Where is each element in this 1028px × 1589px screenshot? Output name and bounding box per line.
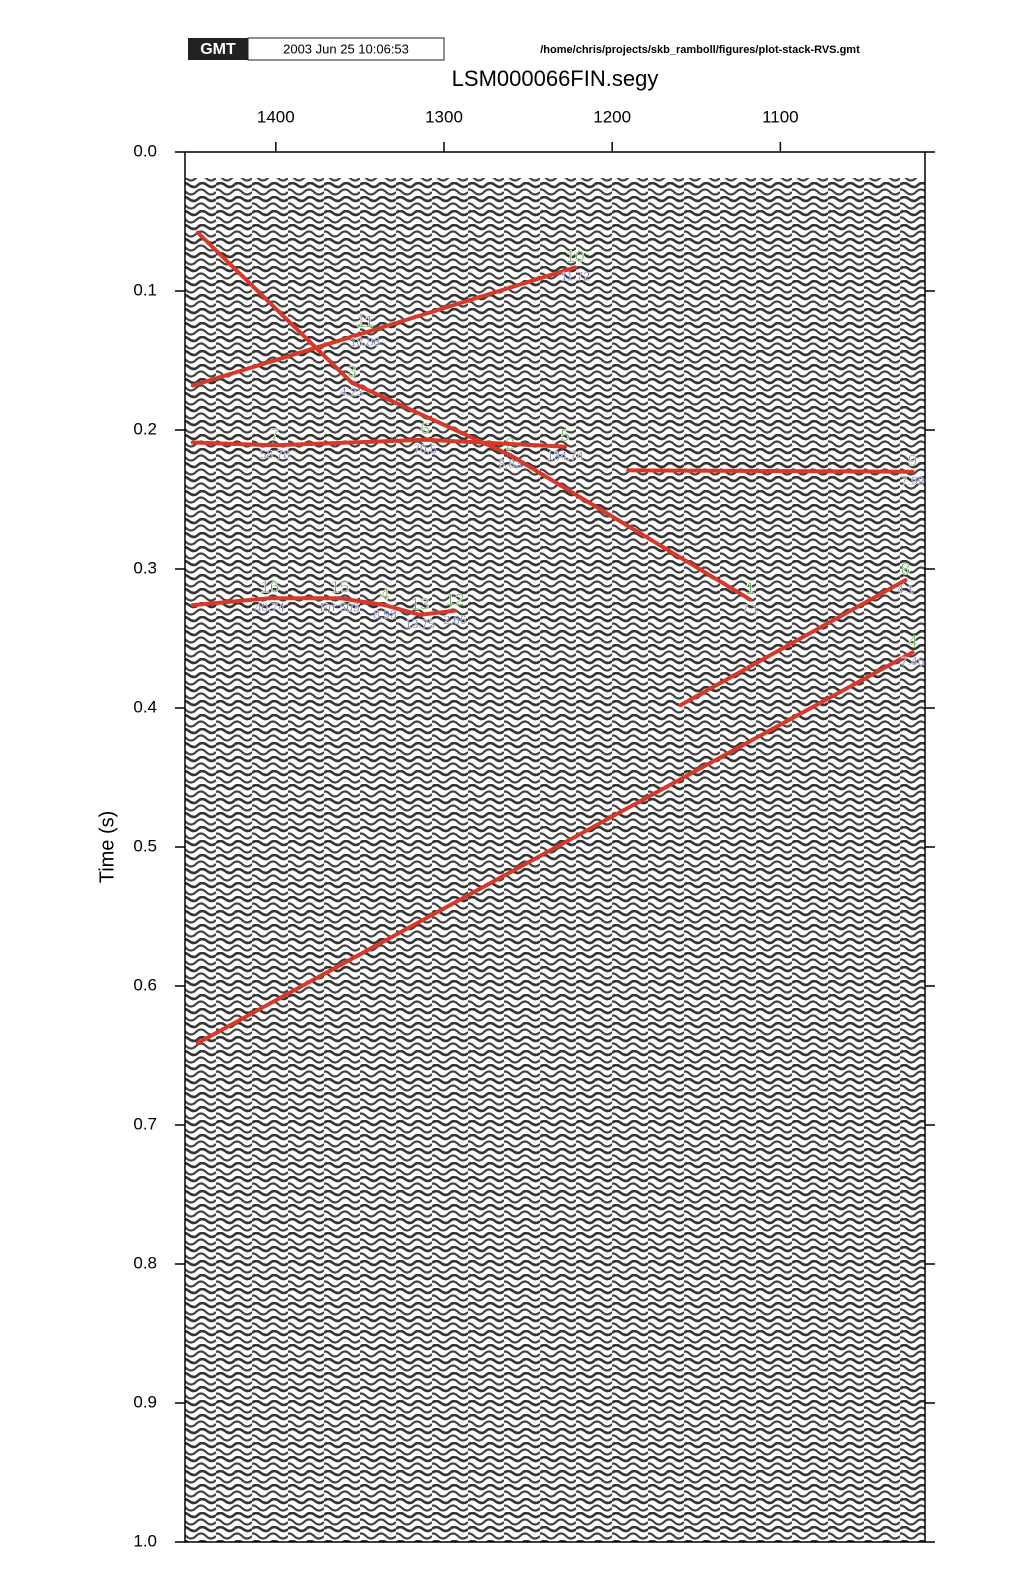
pick-label: 7: [270, 425, 279, 444]
chart-title: LSM000066FIN.segy: [452, 66, 659, 91]
pick-label: 15: [330, 578, 349, 597]
y-tick-label: 0.4: [133, 697, 157, 716]
y-tick-label: 0.3: [133, 558, 157, 577]
pick-line: [272, 437, 427, 448]
pick-line: [190, 330, 367, 388]
pick-label: 6: [420, 419, 429, 438]
pick-value: 7.1: [742, 602, 759, 616]
y-tick-label: 0.2: [133, 419, 157, 438]
y-tick-label: 0.8: [133, 1253, 157, 1272]
pick-value: 40.74: [255, 600, 285, 614]
pick-value: 7.99: [901, 474, 925, 488]
pick-line: [337, 596, 387, 608]
pick-value: 18.86: [350, 335, 380, 349]
y-axis-label: Time (s): [96, 811, 118, 884]
pick-value: 8.93: [373, 607, 397, 621]
pick-line: [417, 608, 457, 617]
pick-label: 16: [260, 578, 279, 597]
pick-line: [422, 437, 568, 449]
pick-value: 58.78: [260, 447, 290, 461]
pick-line: [362, 265, 578, 335]
y-tick-label: 1.0: [133, 1531, 157, 1550]
pick-line: [190, 596, 272, 608]
pick-value: 134.74: [547, 449, 584, 463]
pick-value: 2.66: [443, 613, 467, 627]
pick-label: 1: [746, 579, 755, 598]
pick-value: 11.72: [561, 270, 590, 284]
stamp-box: [188, 38, 248, 60]
timestamp: 2003 Jun 25 10:06:53: [283, 41, 409, 56]
stamp: GMT: [200, 41, 236, 58]
x-tick-label: 1200: [593, 107, 631, 126]
x-tick-label: 1300: [425, 107, 463, 126]
pick-label: 5: [560, 426, 569, 445]
pick-line: [678, 578, 908, 708]
y-tick-label: 0.1: [133, 280, 157, 299]
x-tick-label: 1100: [762, 107, 799, 126]
file-path: /home/chris/projects/skb_ramboll/figures…: [540, 44, 860, 56]
pick-label: 12: [445, 590, 464, 609]
pick-line: [195, 650, 915, 1045]
pick-label: 9: [908, 451, 917, 470]
pick-value: 70.5: [413, 442, 437, 456]
pick-value: 4.23: [340, 385, 364, 399]
pick-label: 4: [908, 632, 917, 651]
y-tick-label: 0.7: [133, 1114, 157, 1133]
x-tick-label: 1400: [257, 107, 295, 126]
y-tick-label: 0.0: [133, 141, 157, 160]
pick-label: 3: [347, 362, 356, 381]
seismic-texture: [185, 178, 925, 1542]
pick-line: [195, 230, 354, 385]
pick-line: [382, 603, 422, 617]
timestamp-box: [247, 37, 445, 61]
pick-label: 10: [566, 247, 585, 266]
y-tick-label: 0.9: [133, 1392, 157, 1411]
y-tick-label: 0.6: [133, 975, 157, 994]
pick-line: [190, 440, 277, 448]
pick-label: 4: [380, 585, 389, 604]
pick-line: [508, 453, 753, 602]
pick-value: Err 503: [320, 600, 360, 614]
pick-label: 11: [356, 312, 374, 331]
pick-value: 7.46: [901, 655, 925, 669]
pick-label: 13: [410, 594, 429, 613]
pick-value: 4.1: [897, 582, 914, 596]
pick-label: 8: [901, 560, 910, 579]
pick-line: [626, 468, 915, 474]
pick-value: 13.75: [405, 617, 435, 631]
y-tick-label: 0.5: [133, 836, 157, 855]
